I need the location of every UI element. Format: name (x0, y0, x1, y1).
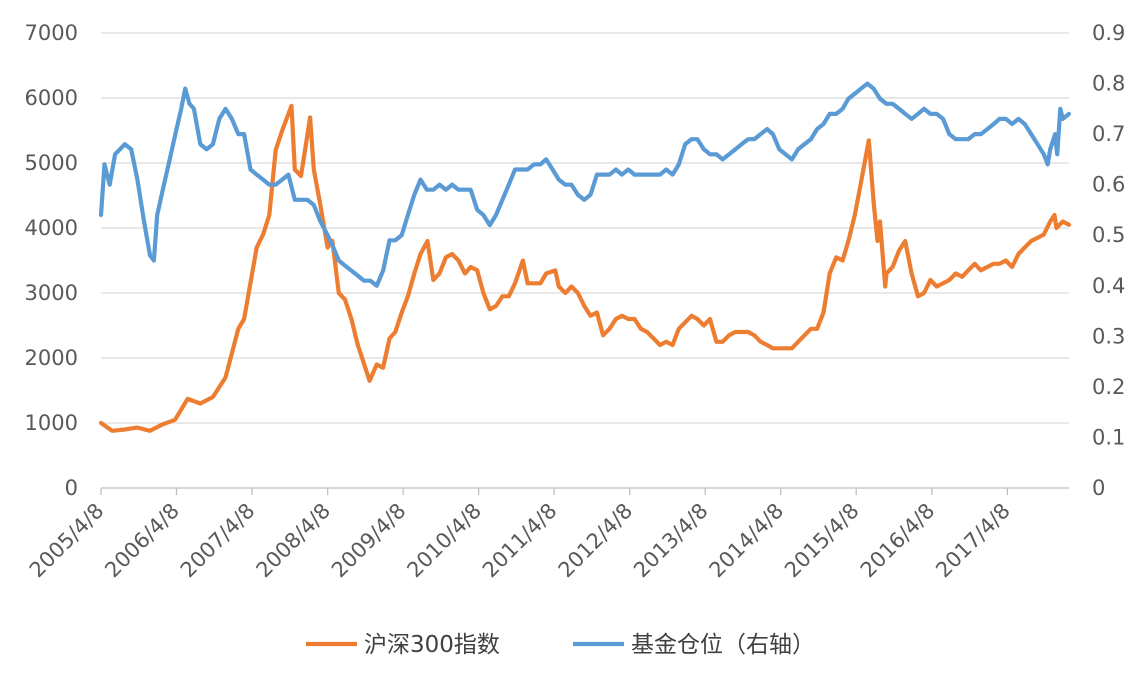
left-tick-label: 2000 (25, 346, 78, 370)
left-y-axis: 0 1000 2000 3000 4000 5000 6000 7000 (25, 21, 78, 500)
x-tick-label: 2006/4/8 (100, 499, 184, 583)
right-tick-label: 0.9 (1092, 21, 1125, 45)
right-y-axis: 0 0.1 0.2 0.3 0.4 0.5 0.6 0.7 0.8 0.9 (1092, 21, 1125, 500)
right-tick-label: 0.7 (1092, 122, 1125, 146)
series-line-csi300 (98, 103, 1072, 433)
left-tick-label: 3000 (25, 281, 78, 305)
x-axis: 2005/4/82006/4/82007/4/82008/4/82009/4/8… (25, 487, 1069, 583)
right-tick-label: 0.3 (1092, 324, 1125, 348)
left-tick-label: 0 (65, 476, 78, 500)
right-tick-label: 0.1 (1092, 425, 1125, 449)
legend: 沪深300指数 基金仓位（右轴） (306, 632, 815, 658)
legend-label: 基金仓位（右轴） (631, 632, 815, 658)
gridlines (101, 32, 1069, 424)
x-tick-label: 2013/4/8 (629, 499, 713, 583)
right-tick-label: 0.4 (1092, 274, 1125, 298)
x-tick-label: 2017/4/8 (931, 499, 1015, 583)
x-tick-label: 2014/4/8 (705, 499, 789, 583)
left-tick-label: 4000 (25, 216, 78, 240)
left-tick-label: 7000 (25, 21, 78, 45)
right-tick-label: 0.6 (1092, 173, 1125, 197)
x-tick-label: 2011/4/8 (478, 499, 562, 583)
right-tick-label: 0.5 (1092, 223, 1125, 247)
x-tick-label: 2009/4/8 (327, 499, 411, 583)
legend-label: 沪深300指数 (364, 632, 500, 658)
x-tick-label: 2008/4/8 (252, 499, 336, 583)
left-tick-label: 6000 (25, 86, 78, 110)
left-tick-label: 1000 (25, 411, 78, 435)
x-tick-label: 2010/4/8 (402, 499, 486, 583)
left-tick-label: 5000 (25, 151, 78, 175)
x-tick-label: 2016/4/8 (856, 499, 940, 583)
x-tick-label: 2015/4/8 (780, 499, 864, 583)
x-tick-label: 2005/4/8 (25, 499, 109, 583)
x-tick-label: 2007/4/8 (176, 499, 260, 583)
right-tick-label: 0.2 (1092, 375, 1125, 399)
right-tick-label: 0.8 (1092, 72, 1125, 96)
series-line-fund-position (98, 81, 1072, 288)
x-tick-label: 2012/4/8 (554, 499, 638, 583)
right-tick-label: 0 (1092, 476, 1105, 500)
series-lines (98, 81, 1072, 433)
